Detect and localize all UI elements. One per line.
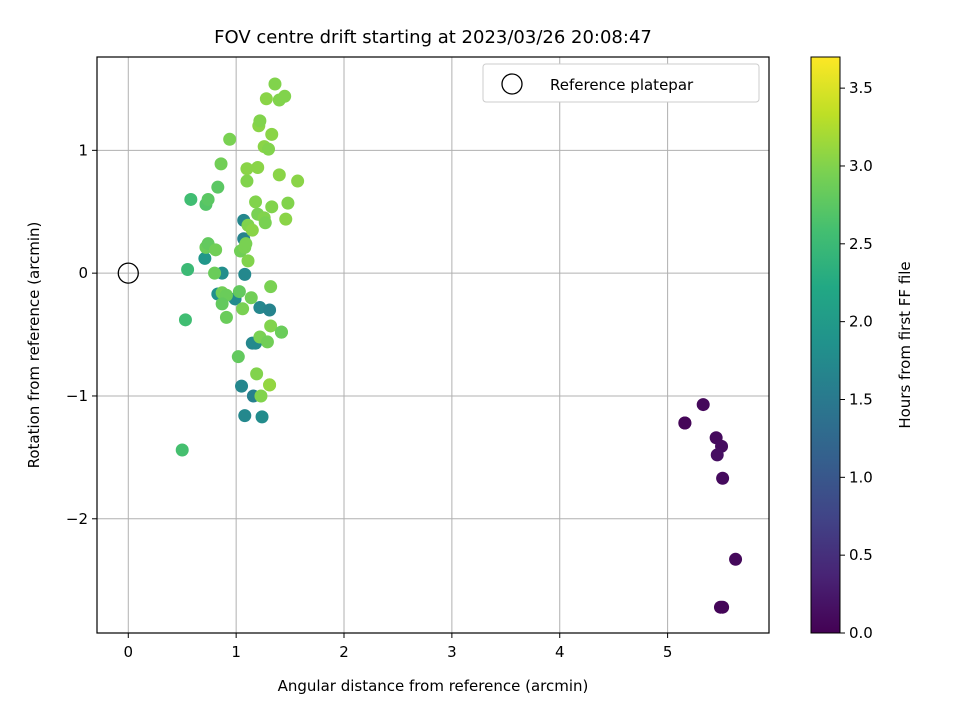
scatter-point <box>219 310 233 324</box>
scatter-point <box>231 350 245 364</box>
scatter-point <box>240 162 254 176</box>
x-tick-label: 4 <box>555 643 565 661</box>
scatter-point <box>265 200 279 214</box>
chart-title: FOV centre drift starting at 2023/03/26 … <box>214 27 652 48</box>
scatter-point <box>258 216 272 230</box>
legend-box <box>482 63 760 103</box>
scatter-point <box>263 303 277 317</box>
colorbar-tick-label: 1.0 <box>849 468 873 486</box>
scatter-point <box>254 389 268 403</box>
scatter-point <box>278 89 292 103</box>
x-tick-label: 1 <box>231 643 241 661</box>
scatter-point <box>198 251 212 265</box>
scatter-point <box>264 319 278 333</box>
scatter-point <box>255 410 269 424</box>
scatter-point <box>238 409 252 423</box>
colorbar-label: Hours from first FF file <box>896 261 914 428</box>
y-axis-ticks: −2 −1 0 1 <box>66 141 97 528</box>
x-axis-label: Angular distance from reference (arcmin) <box>278 677 589 695</box>
scatter-point <box>253 114 267 128</box>
scatter-point <box>239 237 253 251</box>
y-axis-label: Rotation from reference (arcmin) <box>25 222 43 469</box>
scatter-point <box>209 243 223 257</box>
scatter-point <box>175 443 189 457</box>
colorbar-gradient <box>811 57 840 633</box>
legend: Reference platepar <box>482 63 760 103</box>
scatter-point <box>184 192 198 206</box>
scatter-point <box>262 142 276 156</box>
colorbar-tick-label: 2.0 <box>849 313 873 331</box>
scatter-point <box>236 302 250 316</box>
scatter-point <box>260 335 274 349</box>
x-tick-label: 5 <box>663 643 673 661</box>
scatter-point <box>696 398 710 412</box>
scatter-point <box>716 600 730 614</box>
scatter-point <box>268 77 282 91</box>
scatter-point <box>265 127 279 141</box>
scatter-point <box>710 448 724 462</box>
scatter-point <box>208 266 222 280</box>
scatter-point <box>272 168 286 182</box>
scatter-point <box>264 280 278 294</box>
scatter-point <box>223 132 237 146</box>
scatter-point <box>263 378 277 392</box>
x-tick-label: 3 <box>447 643 457 661</box>
scatter-point <box>241 254 255 268</box>
scatter-point <box>678 416 692 430</box>
scatter-point <box>211 180 225 194</box>
colorbar-tick-label: 3.0 <box>849 157 873 175</box>
scatter-point <box>245 223 259 237</box>
legend-label-reference: Reference platepar <box>550 76 694 94</box>
scatter-point <box>259 92 273 106</box>
y-tick-label: −2 <box>66 510 88 528</box>
plot-frame <box>96 56 770 634</box>
scatter-point <box>240 174 254 188</box>
data-points <box>117 77 743 614</box>
scatter-point <box>238 267 252 281</box>
colorbar-tick-label: 2.5 <box>849 235 873 253</box>
scatter-point <box>729 552 743 566</box>
scatter-point <box>291 174 305 188</box>
colorbar: 0.0 0.5 1.0 1.5 2.0 2.5 3.0 3.5 Hours from firs… <box>810 56 914 642</box>
legend-marker-reference <box>501 73 523 95</box>
scatter-point <box>274 325 288 339</box>
y-tick-label: 0 <box>78 264 88 282</box>
scatter-point <box>181 262 195 276</box>
scatter-point <box>214 157 228 171</box>
scatter-point <box>201 192 215 206</box>
y-tick-label: −1 <box>66 387 88 405</box>
x-tick-label: 2 <box>339 643 349 661</box>
scatter-point <box>178 313 192 327</box>
x-axis-ticks: 0 1 2 3 4 5 <box>124 633 673 661</box>
scatter-point <box>232 285 246 299</box>
colorbar-tick-label: 1.5 <box>849 390 873 408</box>
colorbar-frame <box>810 56 841 634</box>
grid <box>97 57 769 633</box>
colorbar-tick-label: 3.5 <box>849 79 873 97</box>
scatter-point <box>249 195 263 209</box>
colorbar-tick-label: 0.0 <box>849 624 873 642</box>
y-tick-label: 1 <box>78 141 88 159</box>
x-tick-label: 0 <box>124 643 134 661</box>
scatter-point <box>279 212 293 226</box>
colorbar-tick-label: 0.5 <box>849 546 873 564</box>
colorbar-ticks: 0.0 0.5 1.0 1.5 2.0 2.5 3.0 3.5 <box>840 79 873 642</box>
scatter-point <box>250 367 264 381</box>
reference-platepar-marker <box>117 262 139 284</box>
scatter-point <box>716 471 730 485</box>
scatter-point <box>253 301 267 315</box>
scatter-point <box>251 161 265 175</box>
scatter-point <box>244 291 258 305</box>
scatter-point <box>235 379 249 393</box>
scatter-point <box>281 196 295 210</box>
scatter-point <box>215 297 229 311</box>
